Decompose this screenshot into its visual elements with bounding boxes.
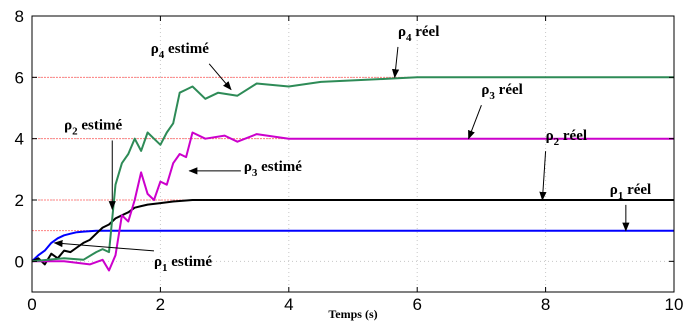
annotation-arrow: [468, 105, 482, 140]
y-tick-label: 2: [15, 191, 24, 210]
annotation-label: ρ3 réel: [481, 82, 522, 102]
x-tick-label: 2: [156, 295, 165, 314]
x-tick-label: 10: [665, 295, 684, 314]
annotation-label: ρ2 réel: [546, 128, 587, 148]
annotation-label: ρ1 réel: [610, 182, 651, 202]
annotations: ρ4 estimé ρ4 réel ρ2 estimé ρ3 réel ρ2 réel ρ…: [53, 24, 651, 274]
series-line: [32, 199, 674, 266]
annotation-arrow: [539, 151, 547, 201]
series-line: [32, 76, 674, 263]
y-tick-label: 6: [15, 68, 24, 87]
x-tick-label: 8: [541, 295, 550, 314]
series-line: [32, 229, 674, 263]
annotation-label: ρ2 estimé: [64, 117, 122, 137]
annotation-label: ρ1 estimé: [154, 254, 212, 274]
x-tick-label: 4: [284, 295, 293, 314]
x-ticks: 0 2 4 6 8 10: [27, 16, 683, 314]
x-tick-label: 0: [27, 295, 36, 314]
annotation-arrow: [392, 46, 400, 79]
plot-frame: [31, 15, 675, 293]
annotation-label: ρ4 estimé: [151, 41, 209, 61]
y-tick-label: 8: [15, 7, 24, 26]
annotation-label: ρ4 réel: [398, 24, 439, 44]
y-tick-label: 0: [15, 252, 24, 271]
plot-background: [32, 16, 674, 292]
y-ticks: 0 2 4 6 8: [15, 7, 674, 271]
annotation-arrow: [53, 239, 155, 252]
x-tick-label: 6: [412, 295, 421, 314]
annotation-arrow: [208, 63, 232, 91]
y-tick-label: 4: [15, 130, 24, 149]
series-line: [32, 131, 674, 272]
series-lines: [32, 76, 674, 272]
annotation-label: ρ3 estimé: [244, 159, 302, 179]
x-axis-label: Temps (s): [328, 307, 377, 321]
